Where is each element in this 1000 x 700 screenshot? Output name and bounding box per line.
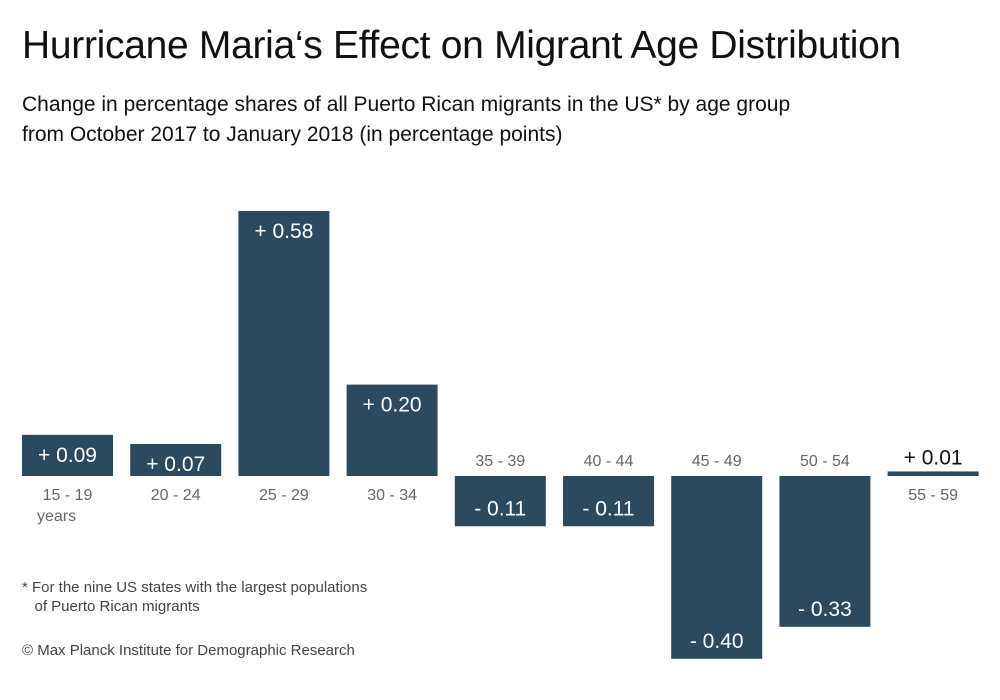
category-label: 35 - 39 <box>475 453 525 470</box>
data-label: + 0.07 <box>146 453 205 476</box>
subtitle-line-1: Change in percentage shares of all Puert… <box>22 93 791 116</box>
category-label: 40 - 44 <box>584 453 634 470</box>
category-label: 30 - 34 <box>367 487 417 504</box>
bar-25-29 <box>238 210 330 476</box>
bar-35-39 <box>454 476 546 527</box>
bar-20-24 <box>130 444 222 476</box>
data-label: + 0.09 <box>38 444 97 467</box>
category-label: 50 - 54 <box>800 453 850 470</box>
credit: © Max Planck Institute for Demographic R… <box>22 642 355 659</box>
category-unit-label: years <box>37 508 76 525</box>
bar-45-49 <box>671 476 763 659</box>
chart-title: Hurricane Maria‘s Effect on Migrant Age … <box>22 24 901 67</box>
data-label: - 0.11 <box>582 497 634 520</box>
data-label: + 0.58 <box>254 220 313 243</box>
bar-55-59 <box>887 471 979 476</box>
category-label: 45 - 49 <box>692 453 742 470</box>
data-label: - 0.11 <box>474 497 526 520</box>
subtitle-line-2: from October 2017 to January 2018 (in pe… <box>22 123 563 146</box>
data-label: + 0.01 <box>904 446 963 469</box>
bar-50-54 <box>779 476 871 627</box>
category-label: 25 - 29 <box>259 487 309 504</box>
bar-15-19 <box>22 434 113 476</box>
chart-subtitle: Change in percentage shares of all Puert… <box>22 90 922 150</box>
footnote: * For the nine US states with the larges… <box>22 579 368 615</box>
data-label: - 0.40 <box>690 630 744 653</box>
bar-40-44 <box>563 476 654 527</box>
category-label: 20 - 24 <box>151 487 201 504</box>
bar-30-34 <box>346 384 438 476</box>
data-label: + 0.20 <box>363 394 422 417</box>
category-label: 55 - 59 <box>908 487 958 504</box>
data-label: - 0.33 <box>798 598 852 621</box>
category-label: 15 - 19 <box>43 487 93 504</box>
